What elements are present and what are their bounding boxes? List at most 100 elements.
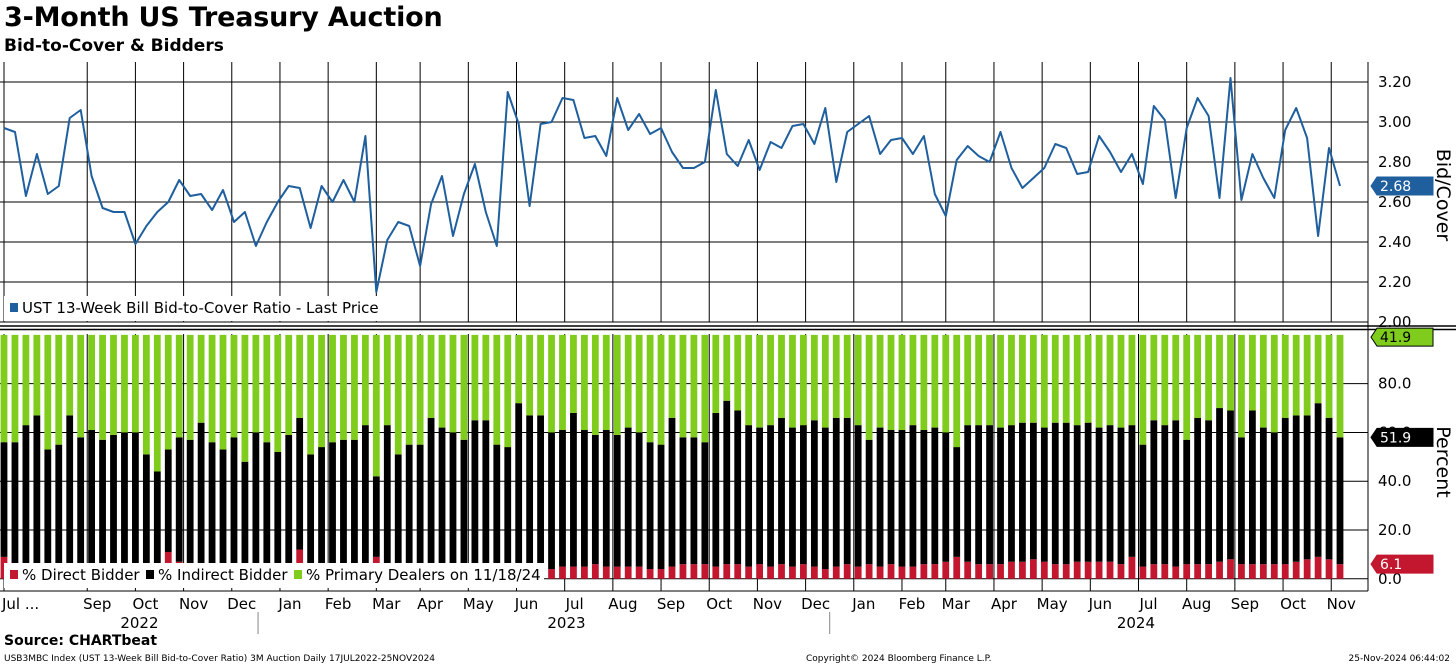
bottom-legend-swatch [294,570,302,579]
primary-dealer-bar [559,334,566,431]
primary-dealer-bar [1183,334,1191,440]
direct-bidder-bar [854,566,862,579]
direct-bidder-bar [1040,561,1048,579]
indirect-bidder-bar [778,417,785,565]
primary-dealer-bar [1128,334,1136,426]
indirect-bidder-bar [1292,415,1300,562]
direct-bidder-bar [975,564,983,579]
primary-dealer-bar [515,334,523,404]
indirect-bidder-bar [351,439,358,570]
primary-dealer-bar [449,334,457,433]
indirect-bidder-bar [296,417,304,550]
primary-dealer-bar [701,334,709,443]
indirect-bidder-bar [274,451,282,570]
indirect-bidder-bar [526,415,534,570]
indirect-bidder-bar [318,447,325,570]
x-month-label: Aug [1182,595,1211,613]
indirect-bidder-bar [132,432,139,570]
primary-dealer-bar [197,334,205,423]
direct-bidder-bar [767,566,774,579]
primary-dealer-bar [438,334,446,428]
indirect-bidder-bar [1325,417,1333,560]
indirect-bidder-bar [887,430,895,565]
top-y-tick-label: 3.00 [1378,113,1411,131]
primary-dealer-bar [931,334,939,428]
direct-bidder-bar [997,564,1004,579]
direct-bidder-bar [1073,561,1081,579]
primary-dealer-bar [77,334,85,438]
indirect-bidder-bar [186,439,194,567]
direct-bidder-bar [1314,556,1322,579]
primary-dealer-bar [570,334,577,413]
x-month-label: Dec [227,595,256,613]
primary-dealer-bar [821,334,829,428]
primary-dealer-bar [1019,334,1026,423]
x-month-label: Sep [657,595,685,613]
indirect-bidder-bar [876,427,884,567]
indirect-bidder-bar [931,427,939,565]
indirect-bidder-bar [559,430,566,567]
direct-bidder-bar [843,564,851,579]
primary-dealer-bar [953,334,961,448]
primary-dealer-bar [33,334,41,416]
bid-cover-last-tag-label: 2.68 [1380,179,1411,195]
direct-bidder-bar [1051,564,1059,579]
bid-cover-last-tag: 2.68 [1370,176,1434,196]
x-month-label: Sep [1231,595,1259,613]
primary-dealer-bar [329,334,336,443]
direct-bidder-bar [1106,561,1114,579]
x-month-label: Jul [1138,595,1157,613]
x-month-label: Mar [372,595,401,613]
primary-dealer-bar [132,334,139,433]
direct-bidder-bar [1259,564,1267,579]
x-month-label: Nov [1327,595,1356,613]
indirect-bidder-bar [679,437,687,565]
direct-bidder-bar [953,556,961,579]
primary-dealer-bar [1172,334,1180,421]
bottom-legend-swatch [10,570,18,579]
primary-dealer-bar [482,334,490,421]
direct-bidder-bar [1008,561,1015,579]
primary-dealer-bar [340,334,347,440]
primary-dealer-bar [1336,334,1344,438]
direct-bidder-bar [1292,561,1300,579]
indirect-bidder-bar [1194,417,1202,565]
direct-bidder-bar [570,566,577,579]
indirect-bidder-bar [548,432,555,570]
x-month-label: Aug [608,595,637,613]
top-legend-swatch [10,303,18,312]
indirect-bidder-bar [460,439,468,567]
indirect-bidder-bar [482,420,490,567]
primary-dealer-bar [252,334,260,433]
indirect-bidder-bar [416,444,424,567]
x-month-label: Jun [514,595,538,613]
primary-dealer-bar [876,334,884,428]
indirect-last-tag-shape [1370,427,1434,447]
indirect-bidder-bar [241,461,249,570]
primary-dealer-bar [1161,334,1169,426]
indirect-bidder-bar [602,430,610,567]
indirect-bidder-bar [580,430,588,567]
primary-dealer-bar [11,334,19,443]
primary-dealer-bar [296,334,304,418]
indirect-bidder-bar [964,425,972,562]
indirect-bidder-bar [1238,437,1245,565]
primary-dealer-bar [1292,334,1300,416]
primary-dealer-bar [887,334,895,431]
indirect-bidder-bar [953,447,961,557]
primary-dealer-bar [219,334,227,450]
primary-dealer-bar [1227,334,1234,411]
direct-bidder-bar [1325,559,1333,579]
footer-copyright: Copyright© 2024 Bloomberg Finance L.P. [806,654,992,664]
indirect-bidder-bar [208,442,216,567]
indirect-bidder-bar [307,454,315,570]
primary-dealer-bar [1303,334,1311,416]
direct-bidder-bar [701,564,709,579]
primary-dealer-bar [756,334,764,428]
primary-dealer-bar [361,334,369,426]
indirect-bidder-bar [394,454,402,570]
direct-bidder-bar [920,564,928,579]
top-y-tick-label: 2.40 [1378,233,1411,251]
primary-dealer-bar [274,334,282,452]
direct-bidder-bar [1194,564,1202,579]
